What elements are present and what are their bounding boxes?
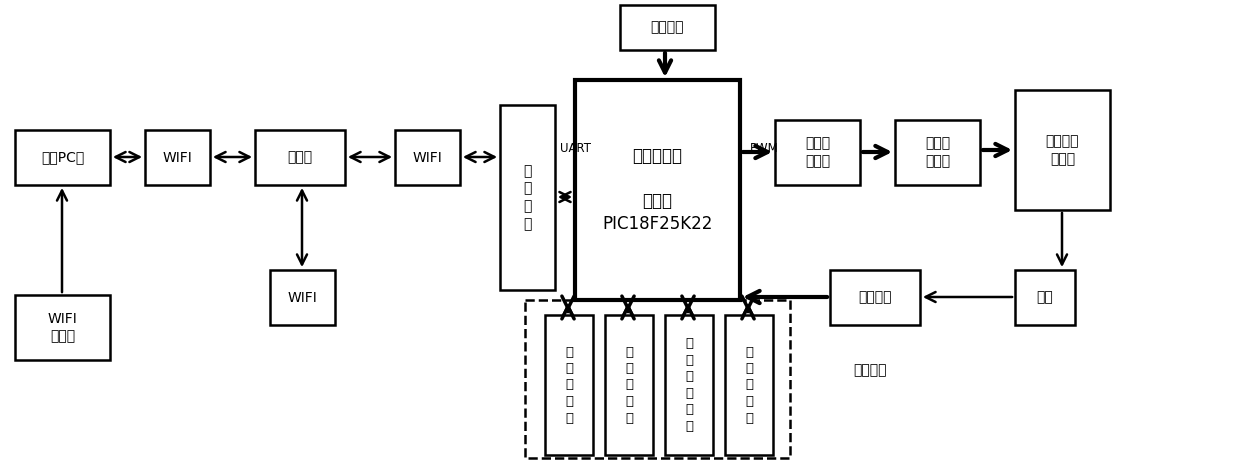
Text: WIFI: WIFI	[288, 291, 317, 304]
Bar	[1016, 90, 1110, 210]
Text: WIFI
摄像头: WIFI 摄像头	[47, 311, 77, 343]
Bar	[605, 315, 653, 455]
Bar	[725, 315, 773, 455]
Bar	[15, 295, 110, 360]
Bar	[830, 270, 920, 325]
Bar	[145, 130, 210, 185]
Text: WIFI: WIFI	[413, 151, 443, 164]
Text: 测
距
传
感
器: 测 距 传 感 器	[565, 346, 573, 425]
Bar	[396, 130, 460, 185]
Text: PWM: PWM	[750, 141, 779, 154]
Text: WIFI: WIFI	[162, 151, 192, 164]
Bar	[575, 80, 740, 300]
Bar	[500, 105, 556, 290]
Bar	[546, 315, 593, 455]
Bar	[895, 120, 980, 185]
Bar	[270, 270, 335, 325]
Bar	[255, 130, 345, 185]
Text: 电源模块: 电源模块	[651, 20, 684, 35]
Text: 直流驱
动电机: 直流驱 动电机	[925, 137, 950, 169]
Text: 霍尔测速: 霍尔测速	[858, 291, 892, 304]
Bar	[665, 315, 713, 455]
Text: 电机驱
动模块: 电机驱 动模块	[805, 137, 830, 169]
Bar	[525, 300, 790, 458]
Bar	[15, 130, 110, 185]
Text: 定
位
传
感
器: 定 位 传 感 器	[745, 346, 753, 425]
Text: 检测模块: 检测模块	[853, 363, 887, 377]
Text: UART: UART	[560, 141, 591, 154]
Bar	[775, 120, 861, 185]
Text: 下位机单元

单片机
PIC18F25K22: 下位机单元 单片机 PIC18F25K22	[603, 146, 713, 233]
Bar	[1016, 270, 1075, 325]
Text: 管道机器
人本体: 管道机器 人本体	[1045, 134, 1079, 166]
Text: 温
湿
度
传
感
器: 温 湿 度 传 感 器	[684, 337, 693, 433]
Bar	[620, 5, 715, 50]
Text: 上位PC机: 上位PC机	[41, 151, 84, 164]
Text: 倾
角
传
感
器: 倾 角 传 感 器	[625, 346, 632, 425]
Text: 车轮: 车轮	[1037, 291, 1053, 304]
Text: 通
讯
模
块: 通 讯 模 块	[523, 164, 532, 231]
Text: 路由器: 路由器	[288, 151, 312, 164]
